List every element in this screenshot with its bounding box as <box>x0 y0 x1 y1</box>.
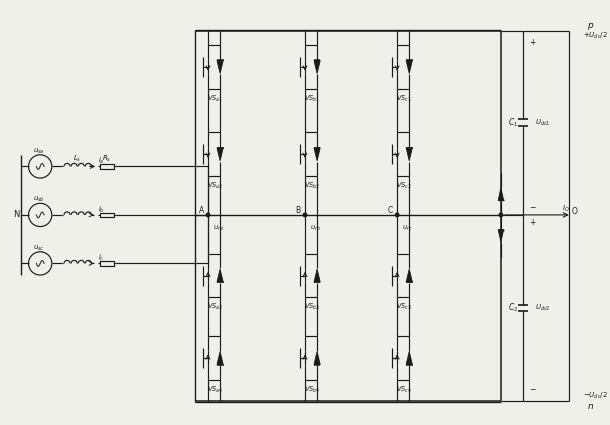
Text: $u_{sa}$: $u_{sa}$ <box>34 147 45 156</box>
Text: $C_1$: $C_1$ <box>508 116 518 129</box>
Circle shape <box>303 213 307 217</box>
Text: $R_s$: $R_s$ <box>102 154 112 164</box>
Polygon shape <box>217 351 223 365</box>
Text: C: C <box>388 206 393 215</box>
Text: $L_s$: $L_s$ <box>73 153 82 164</box>
Text: $u_{rc}$: $u_{rc}$ <box>403 224 413 233</box>
Text: A: A <box>199 206 204 215</box>
Polygon shape <box>217 269 223 282</box>
Text: $VS_{a4}$: $VS_{a4}$ <box>207 384 223 394</box>
Text: $u_{ra}$: $u_{ra}$ <box>214 224 224 233</box>
Text: $-U_{dc}/2$: $-U_{dc}/2$ <box>583 391 608 401</box>
Text: +: + <box>529 218 535 227</box>
Polygon shape <box>217 148 223 161</box>
Text: p: p <box>587 21 593 30</box>
Text: −: − <box>529 203 535 212</box>
Polygon shape <box>406 60 412 74</box>
Text: $u_{sb}$: $u_{sb}$ <box>34 196 45 204</box>
Text: O: O <box>572 207 578 216</box>
Circle shape <box>499 213 503 217</box>
Text: $VS_{b3}$: $VS_{b3}$ <box>304 302 320 312</box>
Text: $VS_{b4}$: $VS_{b4}$ <box>304 384 320 394</box>
Polygon shape <box>314 60 320 74</box>
Text: $i_c$: $i_c$ <box>98 253 104 263</box>
Polygon shape <box>406 351 412 365</box>
Text: $VS_{b2}$: $VS_{b2}$ <box>304 181 320 191</box>
Polygon shape <box>498 230 504 242</box>
Polygon shape <box>217 60 223 74</box>
Text: $I_O$: $I_O$ <box>562 204 570 214</box>
Text: n: n <box>587 402 593 411</box>
Polygon shape <box>406 269 412 282</box>
Polygon shape <box>314 351 320 365</box>
Text: $i_b$: $i_b$ <box>98 204 104 215</box>
Text: −: − <box>529 385 535 394</box>
Text: $VS_{a1}$: $VS_{a1}$ <box>207 94 223 104</box>
Text: $+U_{dc}/2$: $+U_{dc}/2$ <box>583 31 608 41</box>
Text: B: B <box>296 206 301 215</box>
Text: $VS_{c3}$: $VS_{c3}$ <box>396 302 412 312</box>
Text: +: + <box>529 38 535 47</box>
Text: N: N <box>13 210 19 219</box>
Polygon shape <box>498 188 504 200</box>
Polygon shape <box>314 148 320 161</box>
Text: $i_a$: $i_a$ <box>98 156 104 166</box>
Text: $u_{rb}$: $u_{rb}$ <box>310 224 321 233</box>
Text: $VS_{c2}$: $VS_{c2}$ <box>396 181 412 191</box>
Text: $U_{dc1}$: $U_{dc1}$ <box>535 118 550 128</box>
Text: $VS_{c1}$: $VS_{c1}$ <box>396 94 412 104</box>
Text: $VS_{a2}$: $VS_{a2}$ <box>207 181 223 191</box>
Circle shape <box>395 213 399 217</box>
Text: $VS_{b1}$: $VS_{b1}$ <box>304 94 320 104</box>
Text: $u_{sc}$: $u_{sc}$ <box>34 244 45 253</box>
Text: $VS_{c4}$: $VS_{c4}$ <box>396 384 412 394</box>
Circle shape <box>206 213 210 217</box>
Polygon shape <box>314 269 320 282</box>
Text: $C_2$: $C_2$ <box>508 302 518 314</box>
Text: $VS_{a3}$: $VS_{a3}$ <box>207 302 223 312</box>
Polygon shape <box>406 148 412 161</box>
Text: $U_{dc2}$: $U_{dc2}$ <box>535 303 550 313</box>
